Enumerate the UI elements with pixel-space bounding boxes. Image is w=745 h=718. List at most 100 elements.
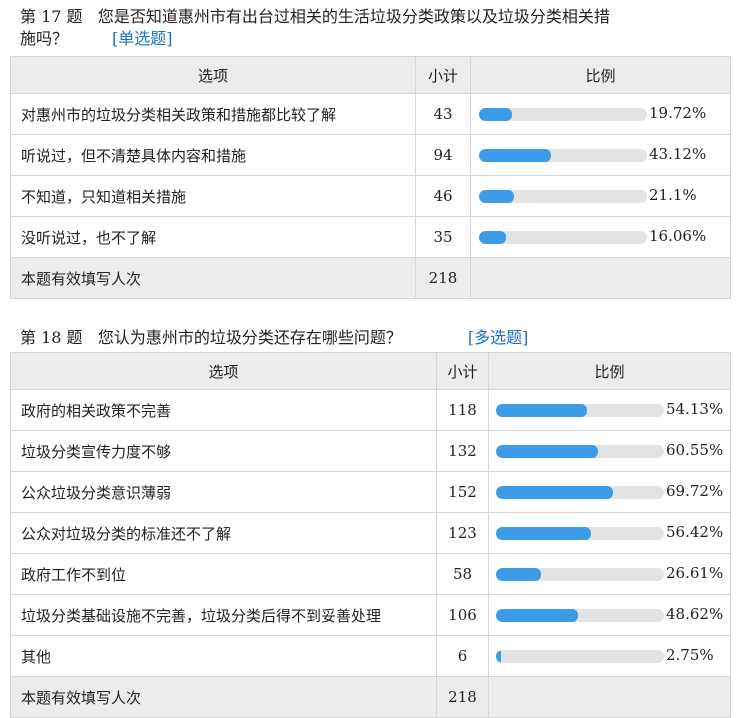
option-label: 政府的相关政策不完善 [10, 389, 437, 431]
percent-label: 56.42% [666, 523, 724, 541]
total-count: 218 [436, 676, 489, 718]
option-ratio: 19.72% [470, 93, 731, 135]
progress-track [479, 149, 647, 162]
question-18-title: 第 18 题 您认为惠州市的垃圾分类还存在哪些问题？ [多选题] [20, 327, 740, 349]
percent-label: 48.62% [666, 605, 724, 623]
option-ratio: 2.75% [488, 635, 731, 677]
progress-track [496, 527, 664, 540]
progress-track [496, 404, 664, 417]
table-row: 其他 6 2.75% [10, 635, 731, 677]
table-header-row: 选项 小计 比例 [10, 56, 731, 94]
progress-fill [479, 231, 506, 244]
option-count: 46 [415, 175, 471, 217]
percent-label: 60.55% [666, 441, 724, 459]
total-ratio-empty [470, 257, 731, 299]
question-18-number: 第 18 题 [20, 328, 83, 347]
option-ratio: 43.12% [470, 134, 731, 176]
option-count: 94 [415, 134, 471, 176]
option-ratio: 16.06% [470, 216, 731, 258]
progress-fill [496, 650, 501, 663]
table-row: 不知道，只知道相关措施 46 21.1% [10, 175, 731, 217]
question-18-type: [多选题] [467, 328, 529, 347]
option-count: 132 [436, 430, 489, 472]
question-17-number: 第 17 题 [20, 7, 83, 26]
total-count: 218 [415, 257, 471, 299]
table-row: 听说过，但不清楚具体内容和措施 94 43.12% [10, 134, 731, 176]
progress-track [496, 568, 664, 581]
option-label: 垃圾分类宣传力度不够 [10, 430, 437, 472]
total-row: 本题有效填写人次 218 [10, 676, 731, 718]
option-label: 公众对垃圾分类的标准还不了解 [10, 512, 437, 554]
option-ratio: 69.72% [488, 471, 731, 513]
percent-label: 16.06% [649, 227, 707, 245]
total-ratio-empty [488, 676, 731, 718]
percent-label: 21.1% [649, 186, 697, 204]
progress-track [479, 108, 647, 121]
progress-fill [496, 527, 591, 540]
percent-label: 2.75% [666, 646, 714, 664]
percent-label: 69.72% [666, 482, 724, 500]
progress-fill [496, 404, 587, 417]
option-label: 公众垃圾分类意识薄弱 [10, 471, 437, 513]
progress-track [496, 445, 664, 458]
header-ratio: 比例 [470, 56, 731, 94]
option-label: 垃圾分类基础设施不完善，垃圾分类后得不到妥善处理 [10, 594, 437, 636]
option-count: 43 [415, 93, 471, 135]
option-count: 123 [436, 512, 489, 554]
header-option: 选项 [10, 56, 416, 94]
option-ratio: 26.61% [488, 553, 731, 595]
question-17-type: [单选题] [112, 29, 173, 48]
table-row: 没听说过，也不了解 35 16.06% [10, 216, 731, 258]
option-count: 118 [436, 389, 489, 431]
option-label: 其他 [10, 635, 437, 677]
progress-track [496, 609, 664, 622]
option-count: 58 [436, 553, 489, 595]
option-label: 政府工作不到位 [10, 553, 437, 595]
header-count: 小计 [415, 56, 471, 94]
option-label: 没听说过，也不了解 [10, 216, 416, 258]
table-row: 公众对垃圾分类的标准还不了解 123 56.42% [10, 512, 731, 554]
progress-track [496, 486, 664, 499]
option-ratio: 56.42% [488, 512, 731, 554]
percent-label: 19.72% [649, 104, 707, 122]
option-count: 6 [436, 635, 489, 677]
question-17-table: 选项 小计 比例 对惠州市的垃圾分类相关政策和措施都比较了解 43 19.72% 听说… [10, 56, 731, 299]
question-18-table: 选项 小计 比例 政府的相关政策不完善 118 54.13% 垃圾分类宣传力度不够 13… [10, 352, 731, 718]
option-label: 听说过，但不清楚具体内容和措施 [10, 134, 416, 176]
table-row: 垃圾分类基础设施不完善，垃圾分类后得不到妥善处理 106 48.62% [10, 594, 731, 636]
table-row: 政府工作不到位 58 26.61% [10, 553, 731, 595]
question-17-text-cont: 施吗？ [20, 29, 69, 48]
question-18-text: 您认为惠州市的垃圾分类还存在哪些问题？ [97, 328, 402, 347]
question-17-title: 第 17 题 您是否知道惠州市有出台过相关的生活垃圾分类政策以及垃圾分类相关措 … [20, 6, 740, 50]
option-ratio: 21.1% [470, 175, 731, 217]
header-ratio: 比例 [488, 352, 731, 390]
progress-fill [496, 609, 578, 622]
progress-fill [496, 568, 541, 581]
question-17-text: 您是否知道惠州市有出台过相关的生活垃圾分类政策以及垃圾分类相关措 [97, 7, 610, 26]
header-count: 小计 [436, 352, 489, 390]
option-count: 152 [436, 471, 489, 513]
progress-fill [496, 486, 613, 499]
option-ratio: 48.62% [488, 594, 731, 636]
option-ratio: 54.13% [488, 389, 731, 431]
progress-fill [479, 108, 512, 121]
progress-track [479, 190, 647, 203]
table-header-row: 选项 小计 比例 [10, 352, 731, 390]
total-label: 本题有效填写人次 [10, 257, 416, 299]
option-count: 106 [436, 594, 489, 636]
progress-track [496, 650, 664, 663]
progress-fill [479, 149, 551, 162]
option-label: 对惠州市的垃圾分类相关政策和措施都比较了解 [10, 93, 416, 135]
table-row: 公众垃圾分类意识薄弱 152 69.72% [10, 471, 731, 513]
percent-label: 54.13% [666, 400, 724, 418]
option-count: 35 [415, 216, 471, 258]
total-label: 本题有效填写人次 [10, 676, 437, 718]
progress-fill [479, 190, 514, 203]
table-row: 垃圾分类宣传力度不够 132 60.55% [10, 430, 731, 472]
option-ratio: 60.55% [488, 430, 731, 472]
table-row: 政府的相关政策不完善 118 54.13% [10, 389, 731, 431]
table-row: 对惠州市的垃圾分类相关政策和措施都比较了解 43 19.72% [10, 93, 731, 135]
percent-label: 43.12% [649, 145, 707, 163]
total-row: 本题有效填写人次 218 [10, 257, 731, 299]
option-label: 不知道，只知道相关措施 [10, 175, 416, 217]
